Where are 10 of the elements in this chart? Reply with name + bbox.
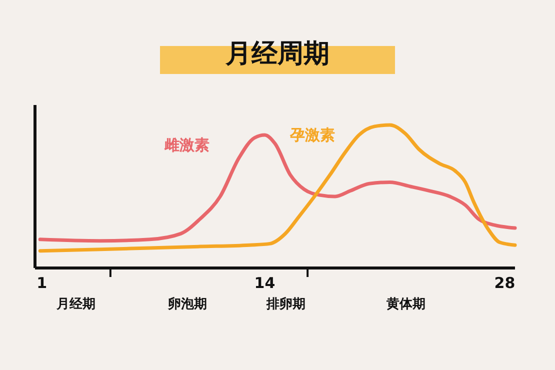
chart-title: 月经周期	[224, 39, 330, 69]
x-tick-label: 14	[254, 274, 276, 292]
text: 卵泡期	[167, 296, 208, 312]
text: 排卵期	[266, 296, 306, 312]
x-tick-label: 1	[36, 274, 48, 292]
series-label: 雌激素	[164, 136, 210, 154]
text: 月经期	[56, 297, 96, 312]
series-label: 孕激素	[288, 126, 335, 144]
text: 黄体期	[386, 297, 426, 312]
x-tick-label: 28	[494, 274, 516, 292]
